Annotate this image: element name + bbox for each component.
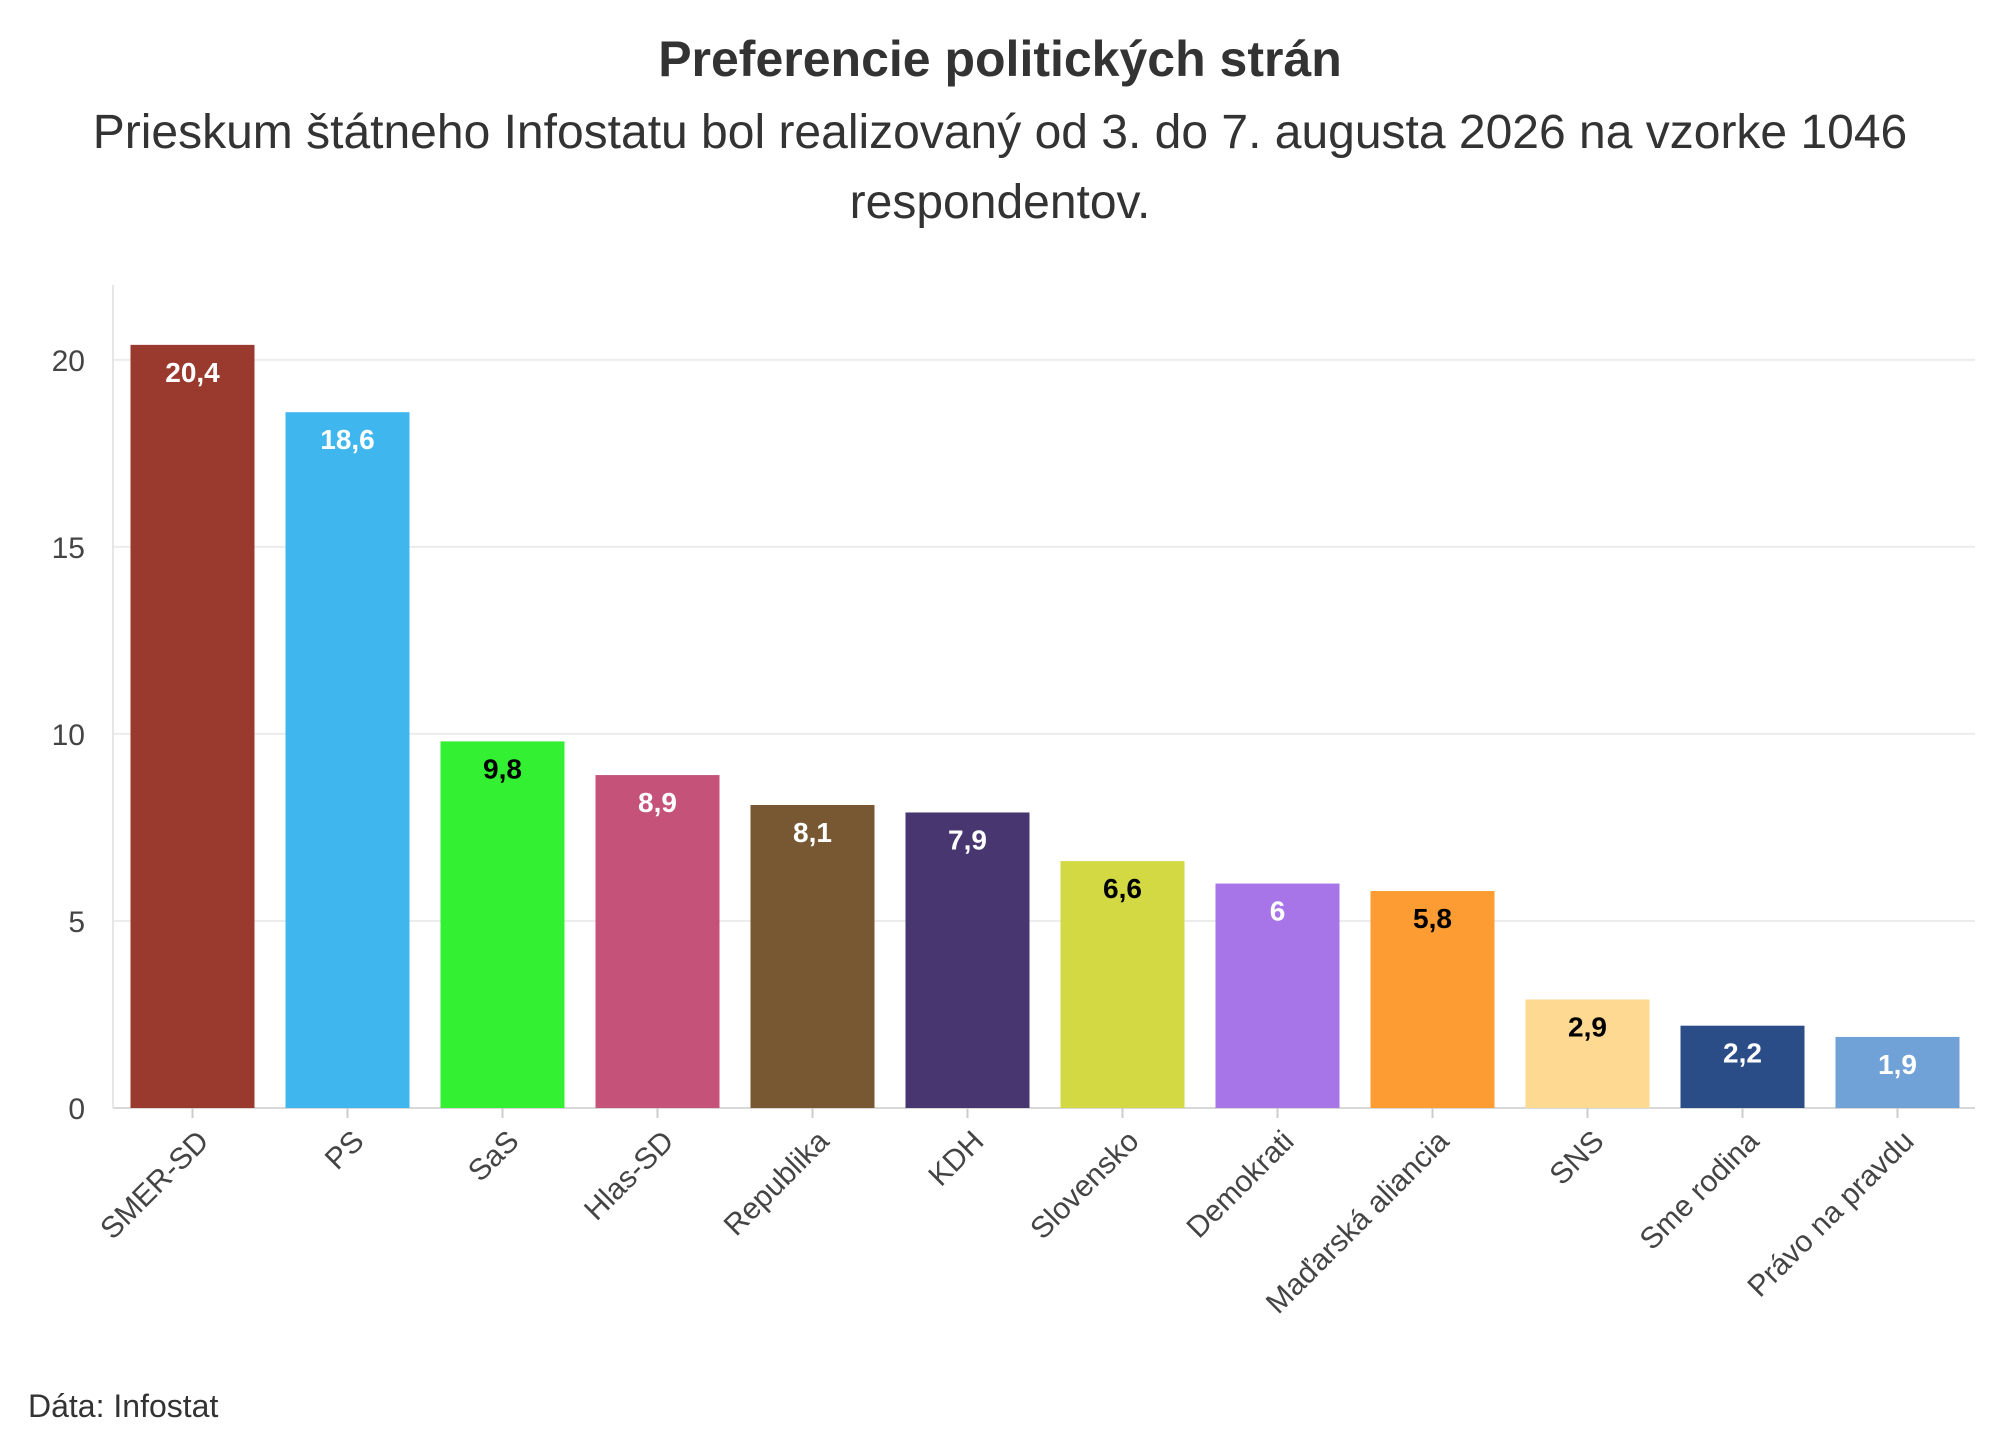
x-tick-label: SMER-SD xyxy=(94,1125,215,1246)
x-tick-label: Demokrati xyxy=(1180,1125,1300,1245)
bar-value-label: 8,1 xyxy=(793,817,832,848)
x-tick-label: Hlas-SD xyxy=(578,1125,680,1227)
bar-value-label: 6 xyxy=(1270,896,1286,927)
bar-republika xyxy=(750,804,875,1108)
bar-value-label: 6,6 xyxy=(1103,873,1142,904)
x-axis: SMER-SD PS SaS Hlas-SD Republika KDH Slovensko… xyxy=(94,1108,1920,1320)
bar-kdh xyxy=(905,812,1030,1108)
bar-value-label: 9,8 xyxy=(483,753,522,784)
bar-value-label: 2,2 xyxy=(1723,1038,1762,1069)
y-tick-label: 10 xyxy=(52,719,85,752)
bar-value-label: 2,9 xyxy=(1568,1012,1607,1043)
y-tick-label: 5 xyxy=(68,906,85,939)
bar-value-label: 1,9 xyxy=(1878,1049,1917,1080)
y-axis: 0 5 10 15 20 xyxy=(52,285,114,1126)
bar-slovensko xyxy=(1060,861,1185,1108)
y-tick-label: 15 xyxy=(52,532,85,565)
bars xyxy=(130,344,1960,1108)
bar-právo-na-pravdu xyxy=(1835,1036,1960,1108)
chart-subtitle: Prieskum štátneho Infostatu bol realizov… xyxy=(92,106,1908,229)
x-tick-label: Slovensko xyxy=(1024,1125,1145,1246)
bar-hlas-sd xyxy=(595,775,720,1108)
bar-demokrati xyxy=(1215,883,1340,1108)
bar-sas xyxy=(440,741,565,1108)
bar-value-label: 7,9 xyxy=(948,824,987,855)
x-tick-label: PS xyxy=(319,1125,371,1177)
bar-value-label: 20,4 xyxy=(165,357,220,388)
x-tick-label: SNS xyxy=(1543,1125,1610,1192)
bar-sme-rodina xyxy=(1680,1025,1805,1108)
bar-ps xyxy=(285,412,410,1108)
gridlines xyxy=(113,358,1975,1109)
bar-smer-sd xyxy=(130,344,255,1108)
x-tick-label: KDH xyxy=(922,1125,990,1193)
bar-value-label: 5,8 xyxy=(1413,903,1452,934)
bar-sns xyxy=(1525,999,1650,1108)
value-labels: 20,4 18,6 9,8 8,9 8,1 7,9 6,6 6 5,8 2,9 2,2 1,9 xyxy=(165,357,1917,1080)
x-tick-label: SaS xyxy=(462,1125,525,1188)
bar-value-label: 8,9 xyxy=(638,787,677,818)
y-tick-label: 20 xyxy=(52,345,85,378)
x-tick-label: Právo na pravdu xyxy=(1741,1125,1920,1304)
x-tick-label: Republika xyxy=(718,1124,836,1242)
y-tick-label: 0 xyxy=(68,1093,85,1126)
source-note: Dáta: Infostat xyxy=(28,1388,219,1424)
chart-title: Preferencie politických strán xyxy=(658,31,1342,87)
bar-value-label: 18,6 xyxy=(320,424,375,455)
x-tick-label: Sme rodina xyxy=(1634,1124,1766,1256)
bar-maďarská-aliancia xyxy=(1370,891,1495,1108)
